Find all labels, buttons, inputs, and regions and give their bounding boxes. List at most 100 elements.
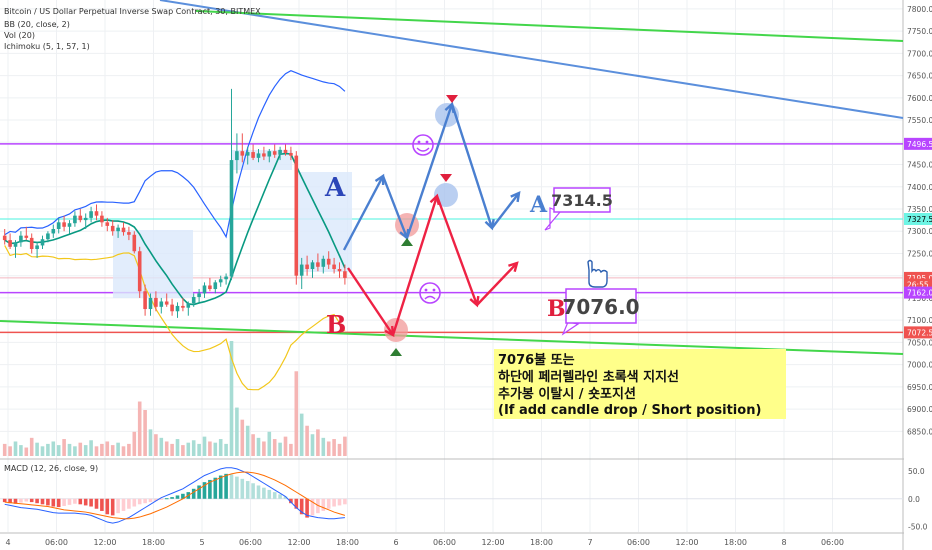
candle-body	[159, 301, 164, 307]
volume-bar	[89, 440, 93, 456]
candle-body	[240, 151, 245, 156]
candle-body	[262, 153, 266, 157]
arrow-blue	[405, 103, 454, 239]
price-tick-label: 7300.0	[907, 227, 932, 236]
candle-body	[8, 240, 12, 247]
volume-bar	[245, 425, 250, 456]
price-label-tag: 7162.0	[904, 286, 932, 299]
scenario-arrows	[342, 95, 521, 356]
candle	[213, 280, 218, 294]
candle	[8, 233, 12, 250]
macd-hist-bar	[40, 498, 45, 505]
volume-bar	[8, 446, 12, 456]
macd-hist-bar	[283, 496, 288, 499]
macd-hist-bar	[316, 498, 320, 514]
volume-bar	[40, 446, 45, 456]
volume-bar	[154, 434, 158, 456]
indicator-ichimoku[interactable]: Ichimoku (5, 1, 57, 1)	[4, 42, 90, 51]
candle-body	[251, 152, 255, 158]
macd-hist-bar	[8, 498, 12, 504]
price-box-b: 7076.0	[561, 288, 640, 336]
candle	[326, 251, 331, 270]
time-axis[interactable]: 4 06:00 12:00 18:00 5 06:00 12:00 18:00 6 06:00 12…	[5, 538, 844, 547]
volume-bar	[35, 442, 39, 456]
time-tick-label: 12:00	[675, 538, 698, 547]
candle-body	[272, 151, 277, 155]
volume-bar	[105, 441, 110, 456]
macd-hist-bar	[191, 488, 196, 499]
candle	[305, 255, 309, 276]
time-tick-label: 6	[393, 538, 398, 547]
candle	[100, 211, 104, 227]
time-tick-label: 12:00	[287, 538, 310, 547]
macd-hist-bar	[116, 498, 120, 514]
macd-hist-bar	[310, 498, 315, 516]
symbol-title[interactable]: Bitcoin / US Dollar Perpetual Inverse Sw…	[4, 7, 261, 16]
price-tick-label: 6900.0	[907, 405, 932, 414]
arrow-blue	[381, 175, 409, 239]
candle-body	[321, 258, 326, 267]
candle	[224, 273, 228, 285]
macd-hist-bar	[62, 498, 66, 506]
macd-hist-bar	[337, 498, 342, 506]
indicator-vol[interactable]: Vol (20)	[4, 31, 35, 40]
down-arrow-icon	[440, 174, 452, 182]
price-axis[interactable]: 7800.07750.07700.07650.07600.07550.07500…	[904, 0, 932, 550]
macd-label[interactable]: MACD (12, 26, close, 9)	[4, 464, 99, 473]
candle-body	[121, 227, 126, 233]
candle-body	[62, 222, 66, 227]
volume-bar	[13, 441, 18, 456]
candle	[127, 226, 131, 241]
volume-bar	[24, 447, 29, 456]
volume-bar	[251, 434, 255, 456]
volume-bar	[83, 445, 88, 456]
candle	[2, 229, 7, 245]
time-tick-label: 5	[199, 538, 204, 547]
candle-body	[67, 223, 72, 227]
candle	[83, 213, 88, 229]
price-tick-label: 7650.0	[907, 72, 932, 81]
candle	[56, 217, 61, 234]
volume-bar	[67, 443, 72, 456]
candle	[289, 146, 293, 161]
candle	[62, 215, 66, 232]
candle-body	[326, 258, 331, 265]
candle	[181, 297, 185, 312]
price-label-text: 26:55	[907, 281, 929, 290]
label-b: B	[326, 310, 346, 339]
price-tick-label: 7550.0	[907, 116, 932, 125]
candle	[278, 146, 282, 161]
volume-bar	[299, 413, 304, 456]
price-tick-label: 7250.0	[907, 249, 932, 258]
candle-body	[191, 297, 196, 304]
candle-body	[202, 285, 207, 294]
candle-body	[35, 245, 39, 250]
candle-body	[164, 301, 169, 305]
volume-bar	[326, 441, 331, 456]
candle	[321, 255, 326, 274]
candle-body	[208, 285, 212, 290]
arrow-red-head	[508, 261, 519, 273]
up-arrow-icon	[401, 238, 413, 246]
candle	[218, 275, 223, 287]
candle-body	[105, 222, 110, 226]
ichimoku-line	[4, 152, 346, 306]
macd-hist-bar	[83, 498, 88, 506]
indicator-bb[interactable]: BB (20, close, 2)	[4, 20, 70, 29]
candle-body	[186, 303, 191, 308]
volume-bar	[121, 446, 126, 456]
candle	[148, 293, 153, 316]
volume-bar	[159, 437, 164, 456]
macd-hist-bar	[272, 492, 277, 499]
macd-hist-bar	[89, 498, 93, 507]
bb-lower-line	[4, 245, 346, 391]
macd-hist-bar	[148, 498, 153, 503]
candle	[164, 293, 169, 307]
candle-body	[94, 211, 99, 216]
arrow-blue	[450, 103, 494, 229]
volume-bar	[148, 429, 153, 456]
candle-body	[13, 242, 18, 247]
price-label-tag: 7327.5	[904, 212, 932, 225]
candle-body	[256, 153, 261, 158]
candle	[202, 282, 207, 298]
